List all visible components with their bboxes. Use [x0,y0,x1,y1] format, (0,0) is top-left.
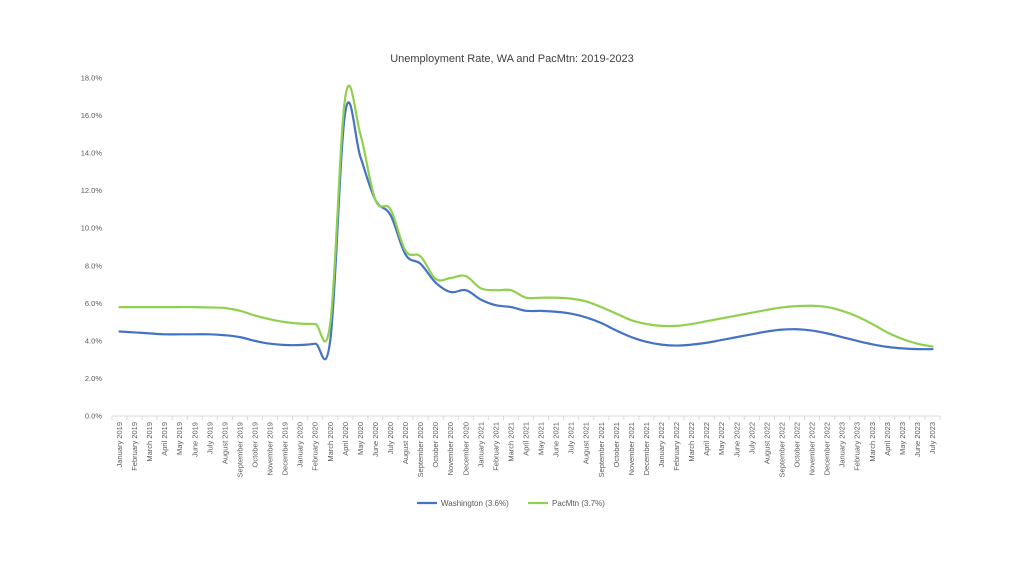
y-tick-label: 0.0% [85,412,102,421]
x-tick-label: October 2019 [251,422,260,467]
x-tick-label: March 2020 [326,422,335,462]
x-tick-label: July 2022 [747,422,756,454]
x-tick-label: May 2021 [537,422,546,455]
x-tick-label: November 2021 [627,422,636,475]
x-tick-label: September 2020 [416,422,425,477]
x-tick-label: April 2019 [160,422,169,456]
x-tick-label: January 2021 [476,422,485,467]
x-tick-label: September 2021 [597,422,606,477]
x-tick-label: October 2022 [792,422,801,467]
x-tick-label: January 2020 [296,422,305,467]
y-tick-label: 8.0% [85,261,102,270]
x-tick-label: May 2023 [898,422,907,455]
x-tick-label: May 2019 [175,422,184,455]
x-tick-label: December 2020 [461,422,470,475]
x-tick-label: June 2019 [190,422,199,457]
x-tick-label: May 2022 [717,422,726,455]
x-tick-label: January 2023 [838,422,847,467]
chart-title: Unemployment Rate, WA and PacMtn: 2019-2… [390,53,634,65]
x-tick-label: November 2019 [266,422,275,475]
x-tick-label: March 2022 [687,422,696,462]
x-tick-label: July 2021 [567,422,576,454]
x-tick-label: December 2019 [281,422,290,475]
x-tick-label: April 2023 [883,422,892,456]
x-tick-label: December 2022 [823,422,832,475]
legend-label-pacmtn: PacMtn (3.7%) [552,499,605,508]
x-tick-label: April 2020 [341,422,350,456]
x-tick-label: April 2022 [702,422,711,456]
y-tick-label: 14.0% [81,149,103,158]
x-tick-label: November 2022 [808,422,817,475]
y-tick-label: 10.0% [81,224,103,233]
x-tick-label: July 2019 [205,422,214,454]
x-tick-label: February 2022 [672,422,681,471]
legend: Washington (3.6%) PacMtn (3.7%) [417,499,605,508]
series-line-washington [118,101,934,361]
x-tick-label: July 2020 [386,422,395,454]
x-tick-label: February 2023 [853,422,862,471]
x-tick-label: September 2019 [235,422,244,477]
x-tick-label: June 2020 [371,422,380,457]
x-tick-label: November 2020 [446,422,455,475]
x-tick-label: August 2021 [582,422,591,464]
y-tick-label: 12.0% [81,186,103,195]
y-tick-label: 18.0% [81,74,103,83]
y-tick-label: 16.0% [81,111,103,120]
x-tick-label: March 2021 [506,422,515,462]
x-tick-label: February 2021 [491,422,500,471]
x-tick-label: June 2021 [552,422,561,457]
x-tick-label: May 2020 [356,422,365,455]
x-tick-label: April 2021 [522,422,531,456]
series-line-pacmtn [118,84,934,348]
y-tick-label: 4.0% [85,336,102,345]
x-tick-label: March 2019 [145,422,154,462]
x-tick-label: October 2020 [431,422,440,467]
x-tick-label: February 2020 [311,422,320,471]
x-tick-label: February 2019 [130,422,139,471]
x-tick-label: August 2019 [220,422,229,464]
x-tick-label: January 2022 [657,422,666,467]
x-tick-label: August 2022 [762,422,771,464]
y-tick-label: 6.0% [85,299,102,308]
x-tick-label: August 2020 [401,422,410,464]
x-tick-label: September 2022 [777,422,786,477]
x-tick-label: March 2023 [868,422,877,462]
x-tick-label: December 2021 [642,422,651,475]
x-tick-label: January 2019 [115,422,124,467]
legend-label-washington: Washington (3.6%) [441,499,509,508]
x-tick-label: June 2022 [732,422,741,457]
x-tick-label: July 2023 [928,422,937,454]
y-tick-label: 2.0% [85,374,102,383]
x-tick-label: June 2023 [913,422,922,457]
x-tick-label: October 2021 [612,422,621,467]
